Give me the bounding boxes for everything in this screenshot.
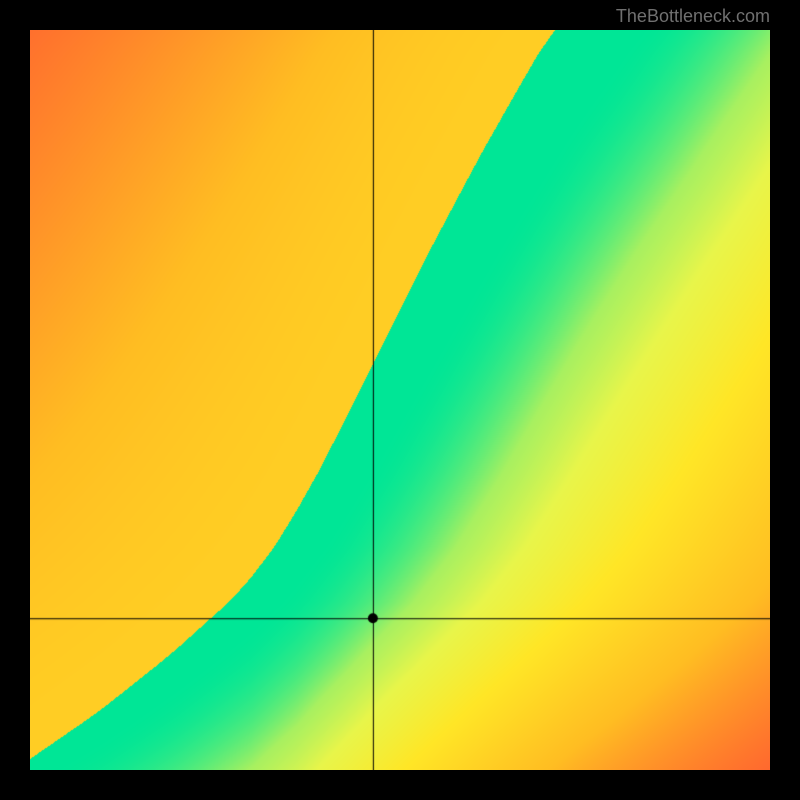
heatmap-chart: [30, 30, 770, 770]
watermark-text: TheBottleneck.com: [616, 6, 770, 27]
heatmap-canvas: [30, 30, 770, 770]
